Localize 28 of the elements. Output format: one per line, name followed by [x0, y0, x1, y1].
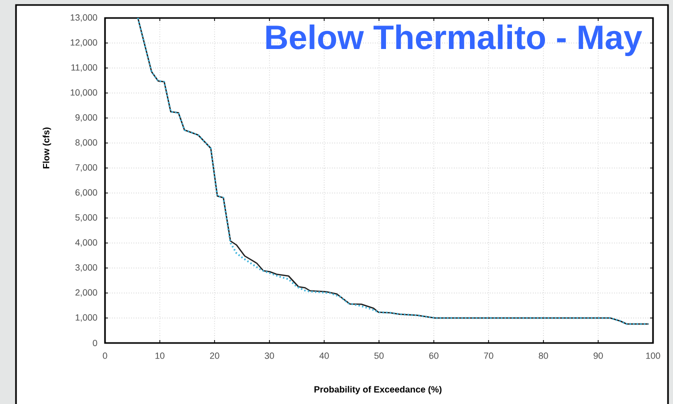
- x-tick-label: 100: [646, 352, 660, 359]
- x-tick-label: 40: [319, 352, 329, 359]
- chart-title: Below Thermalito - May: [266, 24, 642, 56]
- y-tick-label: 3,000: [75, 264, 98, 272]
- x-tick-label: 30: [264, 352, 274, 359]
- y-axis-title: Flow (cfs): [42, 128, 52, 168]
- x-tick-label: 60: [429, 352, 438, 359]
- y-tick-label: 6,000: [75, 189, 98, 197]
- y-tick-label: 8,000: [75, 139, 98, 147]
- x-axis-title: Probability of Exceedance (%): [314, 386, 442, 394]
- y-tick-label: 0: [92, 340, 98, 346]
- y-tick-label: 2,000: [75, 289, 98, 297]
- x-tick-label: 50: [374, 352, 384, 359]
- y-tick-label: 7,000: [75, 164, 98, 172]
- y-tick-label: 9,000: [75, 114, 98, 122]
- y-tick-label: 5,000: [75, 214, 98, 222]
- x-tick-label: 10: [156, 352, 164, 359]
- x-tick-label: 70: [484, 352, 494, 359]
- y-tick-label: 13,000: [70, 14, 98, 22]
- x-tick-label: 0: [102, 352, 108, 359]
- y-tick-label: 11,000: [71, 64, 98, 72]
- x-tick-label: 20: [210, 352, 220, 359]
- x-tick-label: 80: [538, 352, 548, 359]
- y-tick-label: 12,000: [70, 39, 98, 47]
- y-tick-label: 4,000: [75, 239, 98, 247]
- y-tick-label: 10,000: [70, 89, 98, 97]
- x-tick-label: 90: [594, 352, 603, 359]
- y-tick-label: 1,000: [76, 314, 98, 322]
